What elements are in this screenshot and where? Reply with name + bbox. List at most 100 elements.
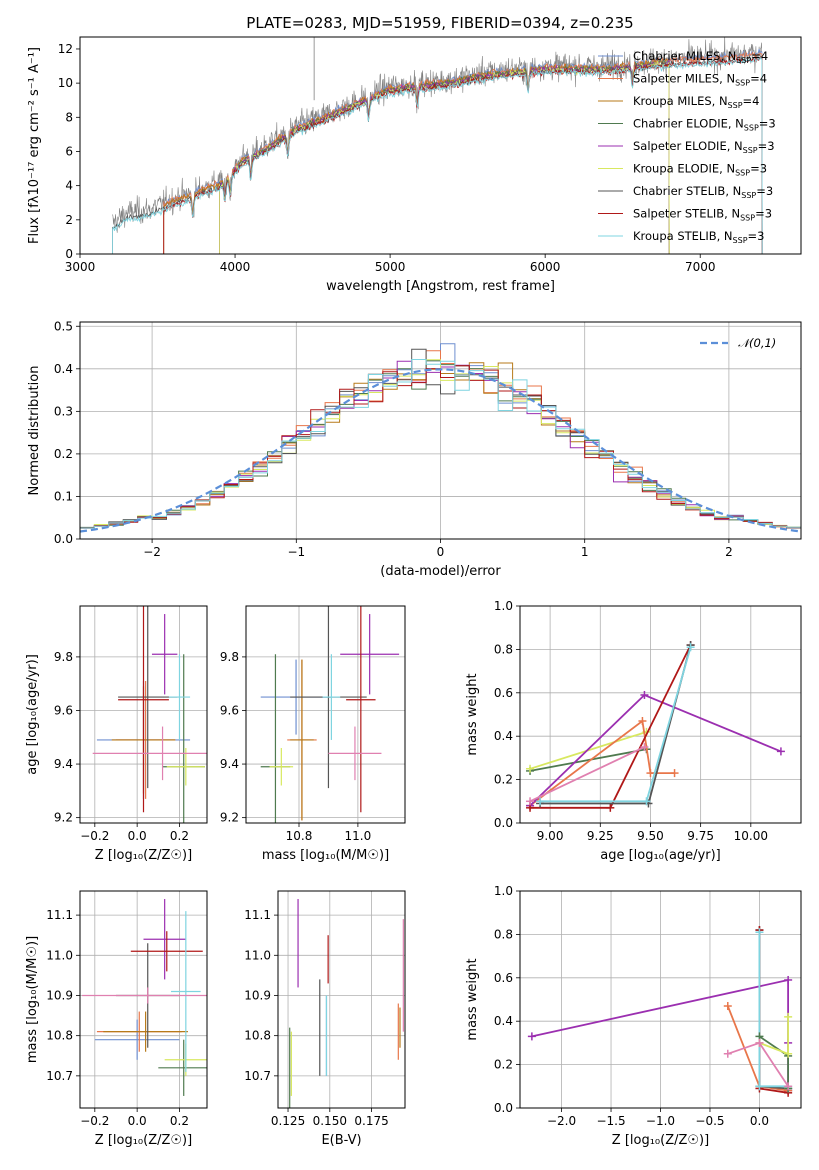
plot-area (82, 899, 207, 1096)
model-line-chabrier-stelib (112, 55, 763, 254)
legend-label: 𝒩(0,1) (738, 336, 776, 350)
x-axis-label: age [log₁₀(age/yr)] (600, 848, 721, 863)
plot-area (527, 926, 793, 1097)
y-tick-label: 0.8 (494, 642, 513, 656)
panel-mass-vs-Z: −0.2 0.0 0.2 10.7 10.8 10.9 11.0 11.1 Z [log₁₀(Z… (25, 890, 208, 1148)
point-marker (723, 1002, 732, 1011)
x-tick-label: 0.2 (170, 1114, 189, 1128)
panel-spectrum: 3000 4000 5000 6000 7000 0 2 4 6 8 10 12 wavelength … (27, 36, 802, 294)
point-marker (526, 797, 535, 806)
point-marker (606, 803, 615, 812)
y-tick-label: 9.8 (220, 650, 239, 664)
axes-frame (245, 605, 406, 824)
y-tick-label: 0.0 (54, 532, 73, 546)
point-marker (670, 769, 679, 778)
plot-area (289, 899, 404, 1108)
legend: 𝒩(0,1) (700, 336, 776, 350)
x-tick-label: 0.0 (128, 1114, 147, 1128)
legend: Chabrier MILES, NSSP=4 Salpeter MILES, NS… (598, 49, 776, 245)
legend-label: Salpeter ELODIE, NSSP=3 (633, 139, 775, 155)
y-tick-label: 9.6 (220, 703, 239, 717)
legend-label: Chabrier STELIB, NSSP=3 (633, 184, 773, 200)
x-tick-label: 0.175 (354, 1114, 388, 1128)
grid (80, 891, 207, 1108)
x-tick-label: 9.75 (687, 829, 714, 843)
y-axis-label: mass weight (465, 958, 480, 1040)
x-axis-label: Z [log₁₀(Z/Z☉)] (95, 1133, 192, 1148)
x-axis-label: Z [log₁₀(Z/Z☉)] (612, 1133, 709, 1148)
y-tick-label: 11.1 (46, 908, 73, 922)
y-tick-label: 0 (65, 247, 73, 261)
figure-title: PLATE=0283, MJD=51959, FIBERID=0394, z=0… (246, 14, 633, 32)
x-axis-label: E(B-V) (321, 1133, 361, 1148)
y-tick-label: 11.0 (46, 948, 73, 962)
point-marker (642, 797, 651, 806)
plot-area (260, 606, 400, 823)
y-tick-label: 2 (65, 213, 73, 227)
legend-label: Salpeter STELIB, NSSP=3 (633, 207, 772, 223)
point-marker (723, 1049, 732, 1058)
point-marker (755, 1038, 764, 1047)
point-marker (640, 690, 649, 699)
y-tick-label: 0.6 (494, 971, 513, 985)
y-tick-label: 9.8 (54, 650, 73, 664)
y-axis-label: Flux [fλ10⁻¹⁷ erg cm⁻² s⁻¹ A⁻¹] (27, 47, 42, 244)
axes-frame (519, 605, 802, 824)
y-tick-label: 0.3 (54, 404, 73, 418)
y-tick-label: 9.4 (54, 757, 73, 771)
panel-mass-vs-EBV: 0.125 0.150 0.175 10.7 10.8 10.9 11.0 11.1 E(B-V… (244, 890, 406, 1148)
x-tick-label: 9.25 (587, 829, 614, 843)
panel-weight-vs-age: 9.00 9.25 9.50 9.75 10.00 0.0 0.2 0.4 0.6 0.8 1.0 a… (465, 599, 802, 863)
x-tick-label: 6000 (530, 260, 561, 274)
y-tick-label: 0.8 (494, 927, 513, 941)
x-tick-label: −2 (143, 545, 161, 559)
legend-label: Chabrier ELODIE, NSSP=3 (633, 117, 776, 133)
y-tick-label: 9.6 (54, 703, 73, 717)
y-tick-label: 10.8 (244, 1029, 271, 1043)
point-marker (755, 928, 764, 937)
weight-line-salpeter-miles (726, 1005, 789, 1092)
x-tick-label: −0.2 (80, 1114, 109, 1128)
x-tick-label: −0.2 (80, 829, 109, 843)
point-marker (646, 769, 655, 778)
y-tick-label: 0.6 (494, 686, 513, 700)
plot-area (526, 641, 785, 812)
histogram-salpeter-stelib (80, 365, 801, 529)
axes-frame (79, 605, 208, 824)
legend-label: Salpeter MILES, NSSP=4 (633, 72, 767, 88)
data-spectrum (112, 37, 763, 233)
x-tick-label: −0.5 (695, 1114, 724, 1128)
point-marker (527, 1032, 536, 1041)
y-tick-label: 10.9 (46, 988, 73, 1002)
x-tick-label: −1.5 (596, 1114, 625, 1128)
axes-frame (277, 890, 406, 1109)
y-tick-label: 0.5 (54, 319, 73, 333)
grid (246, 606, 405, 823)
y-tick-label: 0.4 (494, 729, 513, 743)
legend-label: Kroupa MILES, NSSP=4 (633, 94, 759, 110)
legend-label: Kroupa STELIB, NSSP=3 (633, 229, 764, 245)
weight-line-chabrier-elodie (529, 748, 647, 772)
point-marker (784, 1049, 793, 1058)
panel-age-vs-Z: −0.2 0.0 0.2 9.2 9.4 9.6 9.8 Z [log₁₀(Z/Z☉)] age… (25, 605, 208, 863)
model-line-kroupa-stelib (112, 56, 763, 254)
point-marker (640, 743, 649, 752)
grid (520, 605, 801, 824)
plot-area (112, 37, 763, 254)
y-tick-label: 8 (65, 110, 73, 124)
panel-residuals: −2 −1 0 1 2 0.0 0.1 0.2 0.3 0.4 0.5 (data-model)/er… (27, 319, 802, 579)
x-axis-label: (data-model)/error (380, 564, 501, 579)
y-tick-label: 10.7 (46, 1069, 73, 1083)
x-tick-label: 9.00 (537, 829, 564, 843)
y-tick-label: 9.4 (220, 757, 239, 771)
grid (278, 891, 405, 1108)
x-tick-label: 10.00 (734, 829, 768, 843)
x-tick-label: −1.0 (646, 1114, 675, 1128)
legend-label: Kroupa ELODIE, NSSP=3 (633, 162, 767, 178)
y-tick-label: 0.4 (494, 1014, 513, 1028)
y-tick-label: 0.0 (494, 1101, 513, 1115)
y-tick-label: 0.2 (494, 773, 513, 787)
x-tick-label: 0.0 (128, 829, 147, 843)
weight-line-salpeter-elodie (529, 746, 645, 803)
y-axis-label: mass weight (465, 673, 480, 755)
